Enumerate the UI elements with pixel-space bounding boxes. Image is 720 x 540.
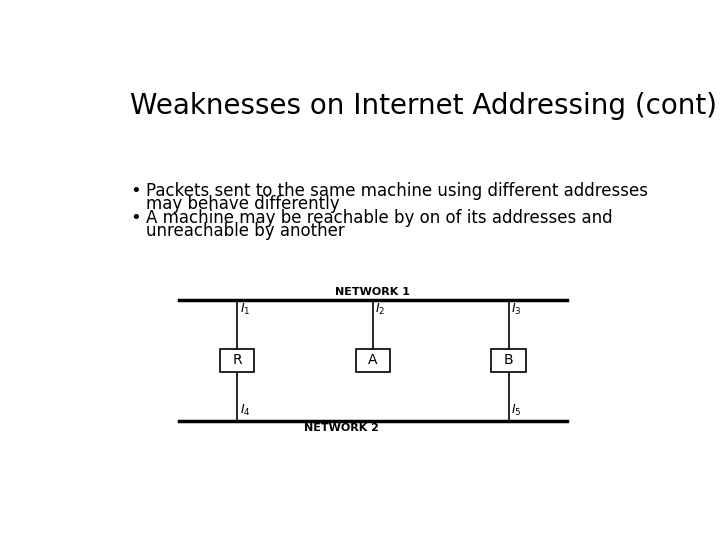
Text: Packets sent to the same machine using different addresses: Packets sent to the same machine using d… [145, 182, 648, 200]
Bar [356, 348, 390, 372]
Text: •: • [130, 182, 141, 200]
Text: R: R [233, 353, 242, 367]
Text: NETWORK 1: NETWORK 1 [336, 287, 410, 296]
Text: may behave differently: may behave differently [145, 195, 339, 213]
Text: A machine may be reachable by on of its addresses and: A machine may be reachable by on of its … [145, 209, 613, 227]
Text: $I_5$: $I_5$ [510, 403, 521, 418]
Text: •: • [130, 209, 141, 227]
Text: unreachable by another: unreachable by another [145, 222, 345, 240]
Bar [492, 348, 526, 372]
Text: Weaknesses on Internet Addressing (cont): Weaknesses on Internet Addressing (cont) [130, 92, 717, 120]
Text: $I_3$: $I_3$ [510, 302, 521, 317]
Bar [220, 348, 254, 372]
Text: A: A [368, 353, 377, 367]
Text: $I_1$: $I_1$ [240, 302, 250, 317]
Text: B: B [504, 353, 513, 367]
Text: $I_4$: $I_4$ [240, 403, 251, 418]
Text: NETWORK 2: NETWORK 2 [305, 423, 379, 433]
Text: $I_2$: $I_2$ [375, 302, 385, 317]
